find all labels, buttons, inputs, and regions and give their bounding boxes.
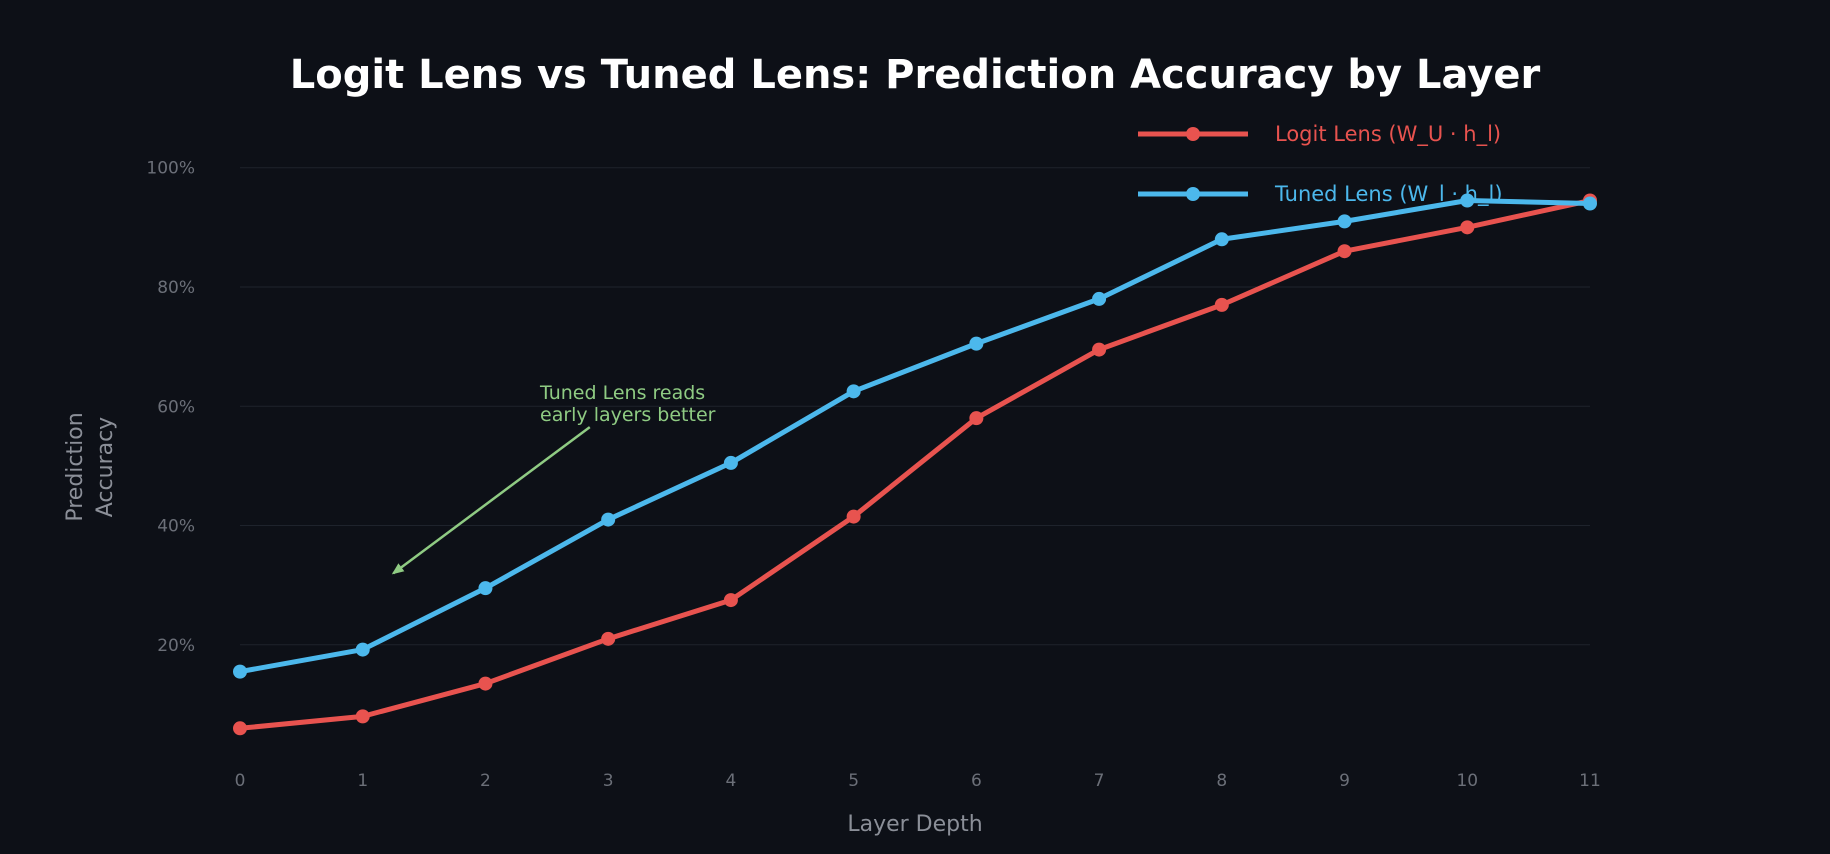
x-tick-label-2: 2 <box>480 771 491 791</box>
data-point-logit-lens-layer-6 <box>969 411 984 426</box>
y-axis-label-line-2: Accuracy <box>93 417 118 517</box>
x-tick-label-10: 10 <box>1456 771 1478 791</box>
x-tick-label-5: 5 <box>848 771 859 791</box>
y-tick-label-60: 60% <box>157 397 195 417</box>
annotation-line-1: Tuned Lens reads <box>539 382 705 404</box>
x-axis-label: Layer Depth <box>847 812 982 837</box>
x-tick-labels: 0 1 2 3 4 5 6 7 8 9 10 11 <box>235 771 1601 791</box>
y-axis-label-line-1: Prediction <box>63 412 88 521</box>
data-point-tuned-lens-layer-2 <box>478 581 493 596</box>
x-tick-label-0: 0 <box>235 771 246 791</box>
legend-item-tuned-lens: Tuned Lens (W_l · h_l) <box>1138 182 1503 207</box>
x-tick-label-11: 11 <box>1579 771 1601 791</box>
x-tick-label-1: 1 <box>357 771 368 791</box>
x-tick-label-3: 3 <box>603 771 614 791</box>
y-tick-label-20: 20% <box>157 636 195 656</box>
data-point-tuned-lens-layer-6 <box>969 336 984 351</box>
data-point-logit-lens-layer-4 <box>723 593 738 608</box>
data-point-tuned-lens-layer-11 <box>1583 196 1597 211</box>
x-tick-label-4: 4 <box>725 771 736 791</box>
series-logit-lens <box>233 193 1597 736</box>
data-point-tuned-lens-layer-10 <box>1460 193 1475 208</box>
legend-swatch-marker-logit-lens <box>1186 127 1200 141</box>
y-tick-labels: 20% 40% 60% 80% 100% <box>146 159 195 656</box>
legend-label-logit-lens: Logit Lens (W_U · h_l) <box>1275 122 1501 147</box>
x-tick-label-6: 6 <box>971 771 982 791</box>
data-point-logit-lens-layer-0 <box>233 721 247 736</box>
y-tick-label-40: 40% <box>157 517 195 537</box>
data-point-logit-lens-layer-3 <box>601 631 616 646</box>
data-point-logit-lens-layer-5 <box>846 509 861 524</box>
legend-item-logit-lens: Logit Lens (W_U · h_l) <box>1138 122 1501 147</box>
data-point-tuned-lens-layer-3 <box>601 512 616 527</box>
data-point-tuned-lens-layer-4 <box>723 455 738 470</box>
y-tick-label-80: 80% <box>157 278 195 298</box>
data-point-tuned-lens-layer-7 <box>1092 291 1107 306</box>
x-tick-label-8: 8 <box>1216 771 1227 791</box>
series-line-tuned-lens <box>237 198 1593 675</box>
data-point-logit-lens-layer-8 <box>1214 297 1229 312</box>
series-group <box>233 193 1597 736</box>
legend: Logit Lens (W_U · h_l) Tuned Lens (W_l ·… <box>1138 122 1503 207</box>
data-point-tuned-lens-layer-5 <box>846 384 861 399</box>
chart-title: Logit Lens vs Tuned Lens: Prediction Acc… <box>290 52 1541 98</box>
data-point-tuned-lens-layer-0 <box>233 664 247 679</box>
data-point-logit-lens-layer-10 <box>1460 220 1475 235</box>
annotation-arrow <box>391 426 591 575</box>
series-tuned-lens <box>233 193 1597 679</box>
data-point-logit-lens-layer-1 <box>355 709 370 724</box>
data-point-tuned-lens-layer-9 <box>1337 214 1352 229</box>
data-point-logit-lens-layer-9 <box>1337 244 1352 259</box>
annotation-line-2: early layers better <box>540 404 716 426</box>
series-line-logit-lens <box>237 198 1593 731</box>
data-point-logit-lens-layer-7 <box>1092 342 1107 357</box>
legend-label-tuned-lens: Tuned Lens (W_l · h_l) <box>1274 182 1503 207</box>
data-point-tuned-lens-layer-1 <box>355 642 370 657</box>
data-point-logit-lens-layer-2 <box>478 676 493 691</box>
x-tick-label-7: 7 <box>1094 771 1105 791</box>
grid-lines <box>240 167 1590 646</box>
y-tick-label-100: 100% <box>146 159 195 179</box>
data-point-tuned-lens-layer-8 <box>1214 232 1229 247</box>
y-axis-label: Prediction Accuracy <box>63 412 118 521</box>
x-tick-label-9: 9 <box>1339 771 1350 791</box>
legend-swatch-marker-tuned-lens <box>1186 187 1200 201</box>
annotation: Tuned Lens reads early layers better <box>391 382 716 575</box>
